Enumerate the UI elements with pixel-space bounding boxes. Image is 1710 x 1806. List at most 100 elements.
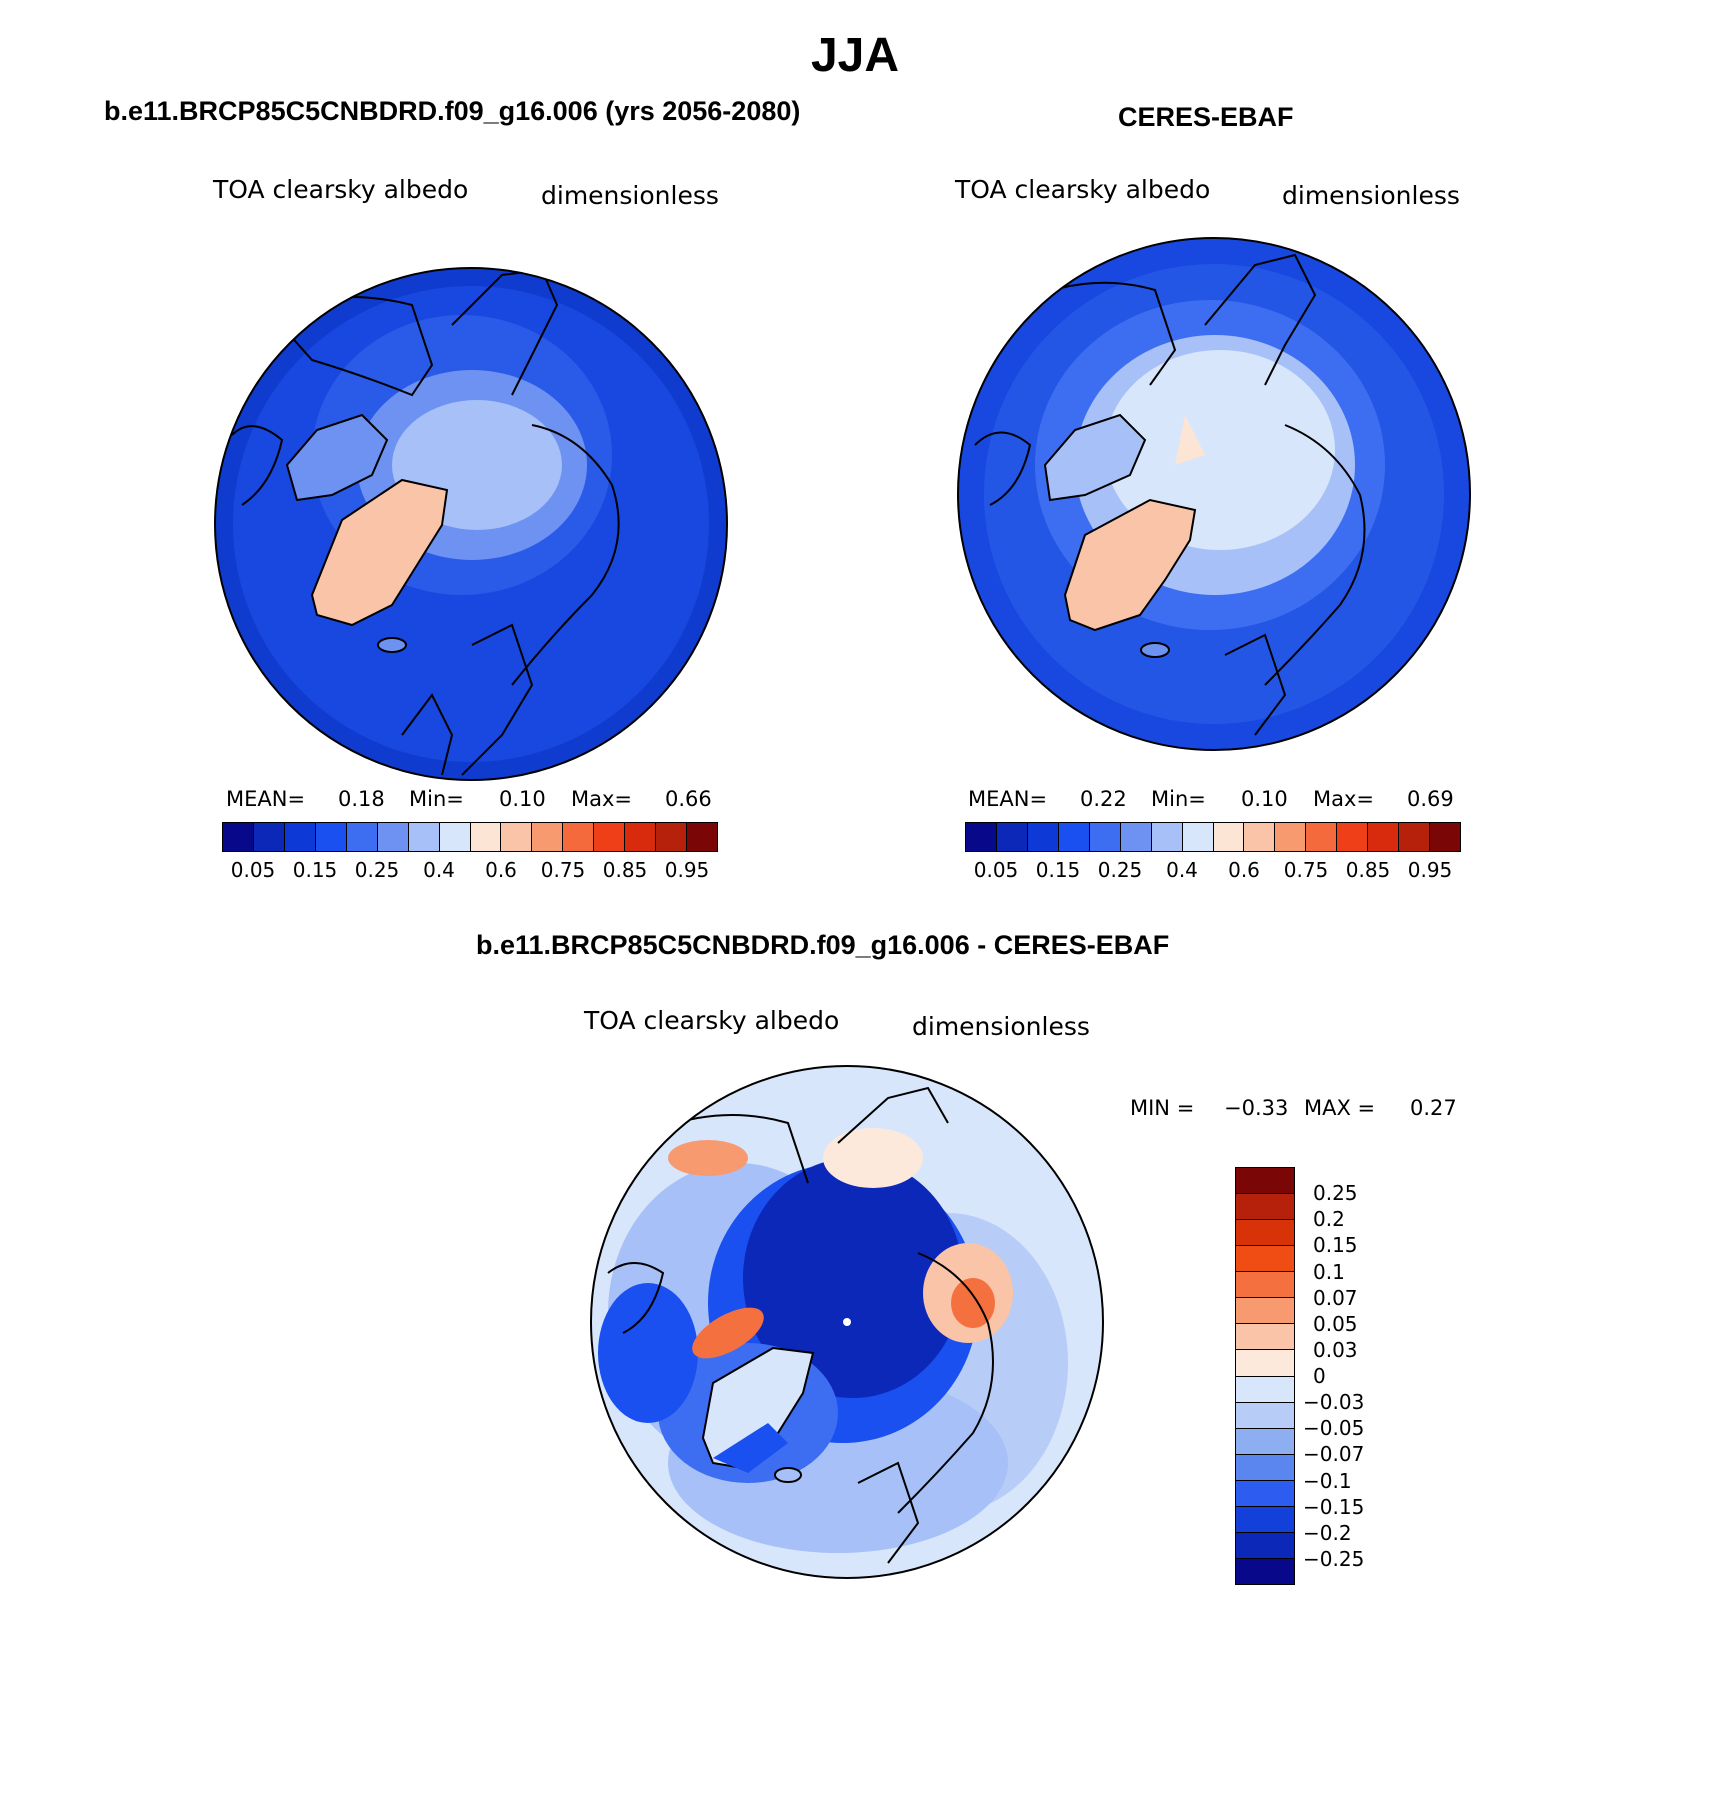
diff-colorbar-tick-label: 0.03 [1313,1337,1358,1362]
diff-colorbar-swatch [1236,1532,1294,1559]
panel-1-colorbar-tick-label: 0.95 [664,858,710,882]
panel-2-colorbar-swatch [996,823,1028,851]
panel-2-colorbar-swatch [1089,823,1121,851]
panel-1-colorbar-swatch [625,823,657,851]
diff-colorbar-swatch [1236,1324,1294,1351]
diff-colorbar-tick-label: 0.25 [1313,1181,1358,1206]
panel-1-min-value: 0.10 [499,787,546,811]
panel-1-mean-label: MEAN= [226,787,306,811]
diff-map [590,1065,1104,1579]
panel-2-colorbar-swatch [966,823,997,851]
panel-2-max-value: 0.69 [1407,787,1454,811]
main-title: JJA [810,29,900,82]
diff-colorbar-tick-label: 0.07 [1313,1285,1358,1310]
diff-colorbar-swatch [1236,1272,1294,1299]
panel-2-colorbar-swatch [1244,823,1276,851]
panel-2-variable: TOA clearsky albedo [955,175,1211,204]
panel-1-colorbar-tick-label: 0.6 [485,858,517,882]
panel-2-colorbar-swatch [1306,823,1338,851]
panel-2-colorbar-swatch [1368,823,1400,851]
panel-2-colorbar-swatch [1027,823,1059,851]
panel-2-colorbar-swatch [1275,823,1307,851]
diff-colorbar-tick-label: 0.2 [1313,1207,1345,1232]
diff-colorbar-swatch [1236,1558,1294,1584]
diff-colorbar-tick-label: 0.1 [1313,1259,1345,1284]
panel-1-colorbar-swatch [656,823,688,851]
panel-2-min-value: 0.10 [1241,787,1288,811]
diff-colorbar-swatch [1236,1246,1294,1273]
panel-2-colorbar-ticks: 0.05 0.15 0.25 0.4 0.6 0.75 0.85 0.95 [965,858,1461,884]
panel-1-colorbar-swatch [408,823,440,851]
panel-2-colorbar-tick-label: 0.75 [1283,858,1329,882]
panel-1-colorbar-swatch [501,823,533,851]
diff-colorbar-swatch [1236,1428,1294,1455]
diff-colorbar-swatch [1236,1506,1294,1533]
panel-1-colorbar-tick-label: 0.75 [540,858,586,882]
panel-2-mean-label: MEAN= [968,787,1048,811]
panel-1-colorbar-tick-label: 0.85 [602,858,648,882]
panel-1-map [214,267,728,781]
panel-1-max-value: 0.66 [665,787,712,811]
diff-colorbar-ticks: 0.25 0.2 0.15 0.1 0.07 0.05 0.03 0 −0.03 −0.05 −0.… [1303,1167,1423,1585]
panel-1-min-label: Min= [409,787,464,811]
panel-2-colorbar-swatch [1213,823,1245,851]
panel-1-units: dimensionless [541,181,719,210]
panel-1-max-label: Max= [571,787,633,811]
panel-1-colorbar-swatch [315,823,347,851]
diff-min-label: MIN = [1130,1096,1195,1120]
panel-1-variable: TOA clearsky albedo [213,175,469,204]
panel-2-colorbar-tick-label: 0.15 [1035,858,1081,882]
diff-colorbar-tick-label: −0.1 [1303,1468,1352,1493]
panel-1-colorbar-swatch [563,823,595,851]
diff-colorbar-tick-label: −0.05 [1303,1416,1365,1441]
panel-2-units: dimensionless [1282,181,1460,210]
panel-1-colorbar-ticks: 0.05 0.15 0.25 0.4 0.6 0.75 0.85 0.95 [222,858,718,884]
diff-colorbar-swatch [1236,1298,1294,1325]
panel-2-colorbar-tick-label: 0.4 [1166,858,1198,882]
panel-2-colorbar-swatch [1430,823,1460,851]
panel-2-colorbar [965,822,1461,852]
panel-2-colorbar-swatch [1399,823,1431,851]
diff-units: dimensionless [912,1012,1090,1041]
diff-title: b.e11.BRCP85C5CNBDRD.f09_g16.006 - CERES… [476,930,1170,960]
diff-min-value: −0.33 [1224,1096,1289,1120]
diff-colorbar-swatch [1236,1376,1294,1403]
panel-1-colorbar-swatch [377,823,409,851]
panel-2-colorbar-tick-label: 0.25 [1097,858,1143,882]
panel-2-colorbar-swatch [1151,823,1183,851]
diff-colorbar-swatch [1236,1168,1294,1195]
panel-2-max-label: Max= [1313,787,1375,811]
panel-1-colorbar-swatch [284,823,316,851]
diff-colorbar-tick-label: −0.2 [1303,1520,1352,1545]
diff-colorbar-tick-label: −0.07 [1303,1442,1365,1467]
diff-colorbar-swatch [1236,1350,1294,1377]
panel-2-min-label: Min= [1151,787,1206,811]
panel-1-colorbar-swatch [253,823,285,851]
diff-colorbar [1235,1167,1295,1585]
panel-1-colorbar-swatch [532,823,564,851]
panel-1-colorbar-tick-label: 0.15 [292,858,338,882]
panel-2-colorbar-tick-label: 0.95 [1407,858,1453,882]
diff-max-label: MAX = [1304,1096,1376,1120]
diff-colorbar-swatch [1236,1480,1294,1507]
diff-colorbar-tick-label: 0.05 [1313,1311,1358,1336]
diff-colorbar-swatch [1236,1194,1294,1221]
diff-max-value: 0.27 [1410,1096,1457,1120]
panel-2-mean-value: 0.22 [1080,787,1127,811]
panel-2-colorbar-swatch [1337,823,1369,851]
panel-2-colorbar-tick-label: 0.85 [1345,858,1391,882]
diff-variable: TOA clearsky albedo [584,1006,840,1035]
panel-2-colorbar-swatch [1120,823,1152,851]
panel-1-colorbar-swatch [346,823,378,851]
panel-2-colorbar-tick-label: 0.05 [973,858,1019,882]
diff-colorbar-swatch [1236,1454,1294,1481]
panel-1-colorbar-swatch [223,823,254,851]
diff-colorbar-tick-label: 0.15 [1313,1233,1358,1258]
diff-colorbar-tick-label: −0.15 [1303,1494,1365,1519]
panel-2-title: CERES-EBAF [1118,102,1294,132]
panel-1-colorbar-swatch [687,823,717,851]
panel-1-mean-value: 0.18 [338,787,385,811]
diff-colorbar-tick-label: −0.03 [1303,1390,1365,1415]
panel-1-colorbar-swatch [470,823,502,851]
diff-colorbar-tick-label: 0 [1313,1364,1326,1388]
